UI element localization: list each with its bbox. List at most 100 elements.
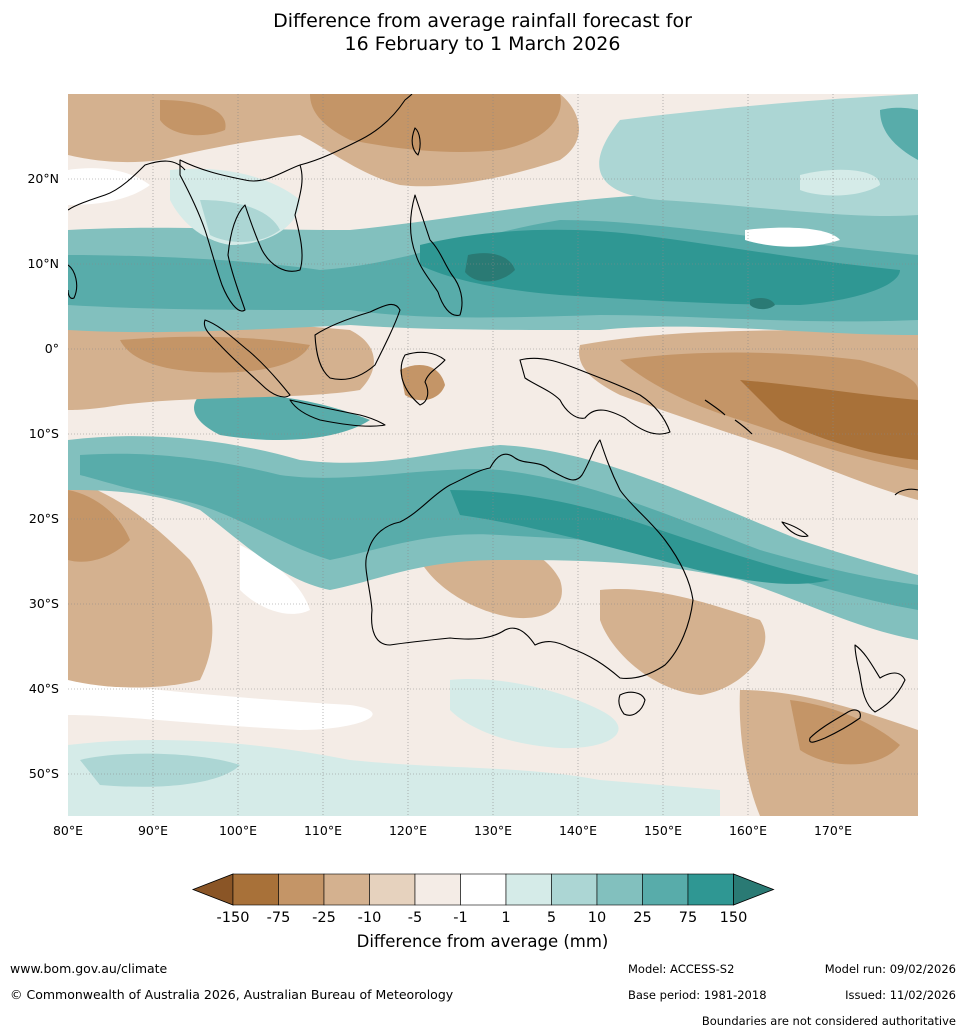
colorbar-tick-label: 5 bbox=[547, 910, 556, 926]
colorbar-segment bbox=[278, 873, 325, 906]
java-coastline bbox=[289, 399, 386, 427]
map-title: Difference from average rainfall forecas… bbox=[0, 10, 965, 56]
new-caledonia-coastline bbox=[781, 521, 809, 537]
longitude-label: 160°E bbox=[729, 823, 767, 838]
china-coastline bbox=[299, 94, 413, 166]
longitude-label: 120°E bbox=[389, 823, 427, 838]
longitude-label: 110°E bbox=[304, 823, 342, 838]
title-line-2: 16 February to 1 March 2026 bbox=[344, 33, 621, 55]
northern-australia-wet-core bbox=[450, 490, 830, 584]
colorbar-tick-label: 10 bbox=[588, 910, 606, 926]
sumatra-coastline bbox=[203, 319, 291, 398]
pacific-neutral-patch bbox=[745, 227, 840, 247]
south-neutral-band bbox=[68, 680, 373, 730]
colorbar-tick-label: -150 bbox=[217, 910, 250, 926]
indochina-coastline bbox=[179, 159, 303, 312]
colorbar-segment bbox=[642, 873, 689, 906]
sulawesi-dry bbox=[400, 365, 445, 401]
southeast-australia-dry bbox=[600, 589, 766, 695]
pacific-light-patch bbox=[800, 169, 880, 196]
colorbar-segment bbox=[323, 873, 370, 906]
longitude-label: 90°E bbox=[138, 823, 168, 838]
latitude-label: 30°S bbox=[29, 596, 59, 611]
longitude-label: 170°E bbox=[814, 823, 852, 838]
boundaries-disclaimer: Boundaries are not considered authoritat… bbox=[701, 1014, 956, 1028]
colorbar-tick-label: 25 bbox=[633, 910, 651, 926]
philippines-wet-max bbox=[465, 253, 515, 282]
colorbar-tick-label: -10 bbox=[358, 910, 382, 926]
pacific-equatorial-dry-core bbox=[740, 380, 918, 460]
latitude-labels: 20°N 10°N 0° 10°S 20°S 30°S 40°S 50°S bbox=[27, 171, 59, 781]
longitude-label: 130°E bbox=[474, 823, 512, 838]
colorbar-segment bbox=[369, 873, 416, 906]
colorbar-low-extension bbox=[191, 873, 234, 906]
colorbar-tick-label: -75 bbox=[267, 910, 291, 926]
northwest-pacific-wet-core bbox=[880, 107, 918, 160]
new-zealand-south-coastline bbox=[809, 709, 861, 743]
latitude-label: 50°S bbox=[29, 766, 59, 781]
longitude-labels: 80°E 90°E 100°E 110°E 120°E 130°E 140°E 150°E 16… bbox=[53, 823, 852, 838]
longitude-label: 80°E bbox=[53, 823, 83, 838]
bay-of-bengal-wet bbox=[68, 265, 110, 303]
longitude-label: 140°E bbox=[559, 823, 597, 838]
latitude-label: 10°N bbox=[27, 256, 59, 271]
solomon-islands-coastline bbox=[704, 399, 753, 435]
model-name: Model: ACCESS-S2 bbox=[628, 962, 735, 976]
latitude-label: 10°S bbox=[29, 426, 59, 441]
southwest-australia-neutral bbox=[240, 545, 310, 614]
colorbar-segment bbox=[505, 873, 552, 906]
colorbar-tick-label: 75 bbox=[679, 910, 697, 926]
new-zealand-dry-core bbox=[790, 700, 900, 765]
latitude-label: 20°N bbox=[27, 171, 59, 186]
colorbar-segment bbox=[551, 873, 598, 906]
new-zealand-north-coastline bbox=[854, 644, 906, 713]
latitude-label: 40°S bbox=[29, 681, 59, 696]
coastlines bbox=[68, 94, 918, 743]
taiwan-coastline bbox=[411, 127, 421, 156]
south-wet-patch bbox=[450, 679, 619, 749]
issued-date: Issued: 11/02/2026 bbox=[845, 988, 956, 1002]
colorbar: -150 -75 -25 -10 -5 -1 1 5 10 25 75 150 bbox=[191, 873, 775, 926]
website-link[interactable]: www.bom.gov.au/climate bbox=[10, 961, 168, 976]
java-sea-south-wet bbox=[194, 393, 370, 440]
longitude-label: 150°E bbox=[644, 823, 682, 838]
colorbar-tick-label: -25 bbox=[312, 910, 336, 926]
colorbar-segment bbox=[687, 873, 734, 906]
colorbar-tick-label: -5 bbox=[408, 910, 422, 926]
pacific-wet-max bbox=[750, 297, 775, 310]
south-wet-patch-2 bbox=[80, 753, 240, 787]
colorbar-segment bbox=[232, 873, 279, 906]
philippines-coastline bbox=[410, 194, 463, 316]
south-light-wet-band bbox=[68, 740, 720, 816]
colorbar-tick-label: 150 bbox=[720, 910, 748, 926]
northern-australia-wet-mid bbox=[80, 453, 918, 610]
longitude-label: 100°E bbox=[219, 823, 257, 838]
india-coastline bbox=[68, 160, 186, 211]
colorbar-tick-label: -1 bbox=[453, 910, 467, 926]
colorbar-high-extension bbox=[733, 873, 775, 906]
copyright-notice: © Commonwealth of Australia 2026, Austra… bbox=[10, 987, 454, 1002]
west-indian-dry-core bbox=[68, 490, 130, 562]
south-china-dry bbox=[160, 100, 226, 136]
borneo-coastline bbox=[314, 303, 401, 381]
northern-tropics-wet-core bbox=[420, 229, 900, 305]
tasmania-coastline bbox=[618, 691, 646, 716]
east-china-sea-dry bbox=[310, 94, 561, 152]
fiji-coastline bbox=[894, 488, 918, 496]
sulawesi-coastline bbox=[400, 351, 446, 406]
colorbar-title: Difference from average (mm) bbox=[356, 932, 609, 951]
indochina-wet bbox=[200, 200, 280, 242]
base-period: Base period: 1981-2018 bbox=[628, 988, 767, 1002]
latitude-label: 0° bbox=[45, 341, 59, 356]
new-guinea-coastline bbox=[519, 357, 671, 435]
bengal-neutral bbox=[68, 168, 150, 205]
model-run-date: Model run: 09/02/2026 bbox=[824, 962, 956, 976]
colorbar-segment bbox=[414, 873, 461, 906]
australia-coastline bbox=[365, 439, 694, 679]
latitude-label: 20°S bbox=[29, 511, 59, 526]
colorbar-tick-label: 1 bbox=[501, 910, 510, 926]
sri-lanka-coastline bbox=[68, 264, 78, 299]
colorbar-segment bbox=[460, 873, 507, 906]
title-line-1: Difference from average rainfall forecas… bbox=[273, 10, 692, 32]
